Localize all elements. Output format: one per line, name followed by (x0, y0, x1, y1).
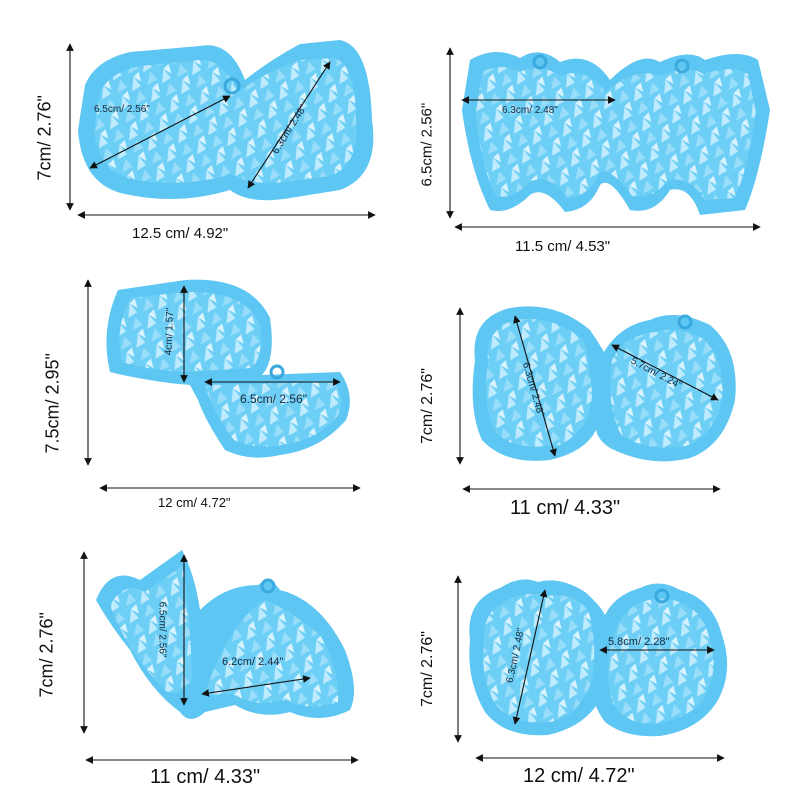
mold1-width-label: 12.5 cm/ 4.92" (132, 225, 229, 242)
mold1-height-label: 7cm/ 2.76" (34, 95, 55, 181)
mold-hanging-spiders (446, 47, 770, 231)
mold-spider-pair (66, 40, 376, 219)
mold-round-web-pair (456, 306, 736, 493)
mold3-inner-a-label: 4cm/ 1.57" (163, 307, 177, 356)
mold3-inner-b-label: 6.5cm/ 2.56" (240, 392, 307, 406)
mold5-height-label: 7cm/ 2.76" (36, 612, 57, 698)
mold2-width-label: 11.5 cm/ 4.53" (515, 238, 611, 255)
mold6-width-label: 12 cm/ 4.72" (523, 765, 635, 787)
mold2-height-label: 6.5cm/ 2.56" (418, 102, 436, 187)
mold-corner-webs (80, 550, 359, 764)
mold4-width-label: 11 cm/ 4.33" (510, 497, 621, 519)
mold6-height-label: 7cm/ 2.76" (419, 631, 436, 707)
mold-fan-webs (84, 279, 361, 492)
mold5-width-label: 11 cm/ 4.33" (150, 766, 261, 788)
mold4-height-label: 7cm/ 2.76" (419, 368, 436, 444)
mold5-inner-b-label: 6.2cm/ 2.44" (222, 656, 284, 668)
mold3-width-label: 12 cm/ 4.72" (158, 495, 231, 510)
mold6-inner-b-label: 5.8cm/ 2.28" (608, 636, 670, 648)
mold5-inner-a-label: 6.5cm/ 2.56" (156, 601, 168, 658)
mold2-inner-a-label: 6.3cm/ 2.48" (502, 105, 558, 116)
mold-scalloped-webs (454, 575, 728, 762)
mold1-inner-a-label: 6.5cm/ 2.56" (94, 104, 150, 115)
mold3-height-label: 7.5cm/ 2.95" (42, 353, 63, 454)
